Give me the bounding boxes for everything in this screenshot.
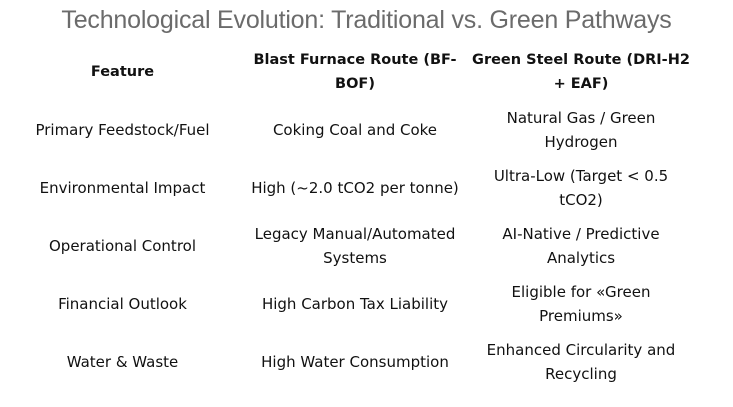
table-cell: Natural Gas / Green Hydrogen (506, 109, 656, 151)
header-cell: Green Steel Route (DRI-H2 + EAF) (472, 52, 690, 92)
table-cell: High (~2.0 tCO2 per tonne) (251, 179, 459, 197)
header-cell: Blast Furnace Route (BF-BOF) (253, 52, 457, 92)
feature-cell: Water & Waste (66, 353, 179, 371)
table-cell: Ultra-Low (Target < 0.5 tCO2) (493, 167, 669, 209)
table-cell: Enhanced Circularity and Recycling (486, 341, 676, 383)
feature-cell: Primary Feedstock/Fuel (35, 121, 210, 139)
title: Technological Evolution: Traditional vs.… (61, 6, 672, 34)
feature-cell: Operational Control (49, 237, 196, 255)
table-cell: High Carbon Tax Liability (261, 295, 449, 313)
table-cell: High Water Consumption (261, 353, 449, 371)
feature-cell: Financial Outlook (58, 295, 187, 313)
table-cell: Eligible for «Green Premiums» (511, 283, 651, 325)
comparison-table: Feature Blast Furnace Route (BF-BOF) Green… (0, 43, 697, 391)
table-cell: Legacy Manual/Automated Systems (254, 225, 456, 267)
table-cell: AI-Native / Predictive Analytics (502, 225, 660, 267)
header-cell: Feature (90, 64, 155, 80)
table-cell: Coking Coal and Coke (272, 121, 438, 139)
feature-cell: Environmental Impact (39, 179, 206, 197)
